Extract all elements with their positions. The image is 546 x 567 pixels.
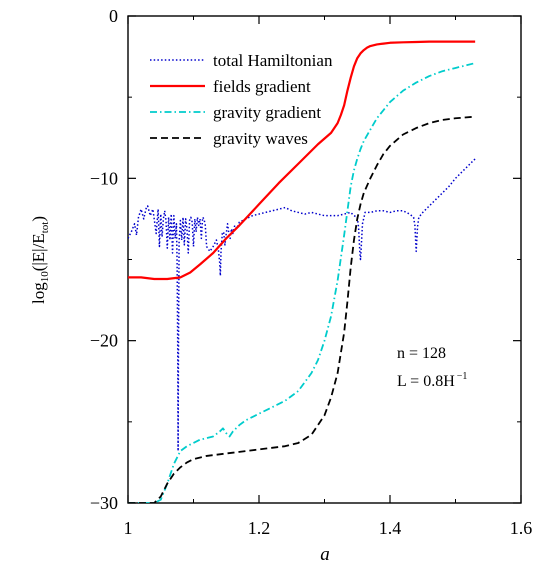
- y-tick-label: −30: [90, 493, 118, 513]
- y-label-sub1: 10: [39, 271, 51, 283]
- x-tick-label: 1: [124, 518, 133, 538]
- x-tick-label: 1.4: [379, 518, 402, 538]
- legend-label: total Hamiltonian: [213, 51, 333, 70]
- annotation-L: L = 0.8H −1: [397, 371, 467, 390]
- annotation: n = 128 L = 0.8H −1: [397, 345, 467, 390]
- y-axis-ticks: 0 −10 −20 −30: [90, 6, 521, 513]
- y-label-suffix: ): [29, 216, 48, 222]
- annotation-L-sup: −1: [457, 371, 468, 382]
- series-line-gravity-gradient: [128, 62, 476, 503]
- series-line-total-hamiltonian: [128, 158, 476, 452]
- y-axis-label: log10(|E|/Etot): [29, 216, 51, 304]
- annotation-n: n = 128: [397, 345, 446, 362]
- legend-label: gravity waves: [213, 129, 308, 148]
- annotation-L-main: L = 0.8H: [397, 373, 455, 390]
- y-label-prefix: log: [29, 282, 48, 304]
- series-line-fields-gradient: [128, 40, 476, 281]
- y-label-sub2: tot: [39, 222, 51, 234]
- x-tick-label: 1.6: [510, 518, 533, 538]
- legend-label: fields gradient: [213, 77, 311, 96]
- series-layer: [128, 40, 476, 503]
- x-axis-label: a: [320, 544, 330, 565]
- plot-frame: [127, 15, 522, 504]
- y-tick-label: −20: [90, 331, 118, 351]
- y-tick-label: −10: [90, 168, 118, 188]
- x-axis-ticks: 1 1.2 1.4 1.6: [124, 16, 533, 538]
- legend-label: gravity gradient: [213, 103, 321, 122]
- legend: total Hamiltonian fields gradient gravity …: [150, 51, 333, 148]
- series-line-gravity-waves: [128, 115, 476, 503]
- y-label-mid: (|E|/E: [29, 233, 48, 271]
- y-tick-label: 0: [109, 6, 118, 26]
- x-tick-label: 1.2: [248, 518, 271, 538]
